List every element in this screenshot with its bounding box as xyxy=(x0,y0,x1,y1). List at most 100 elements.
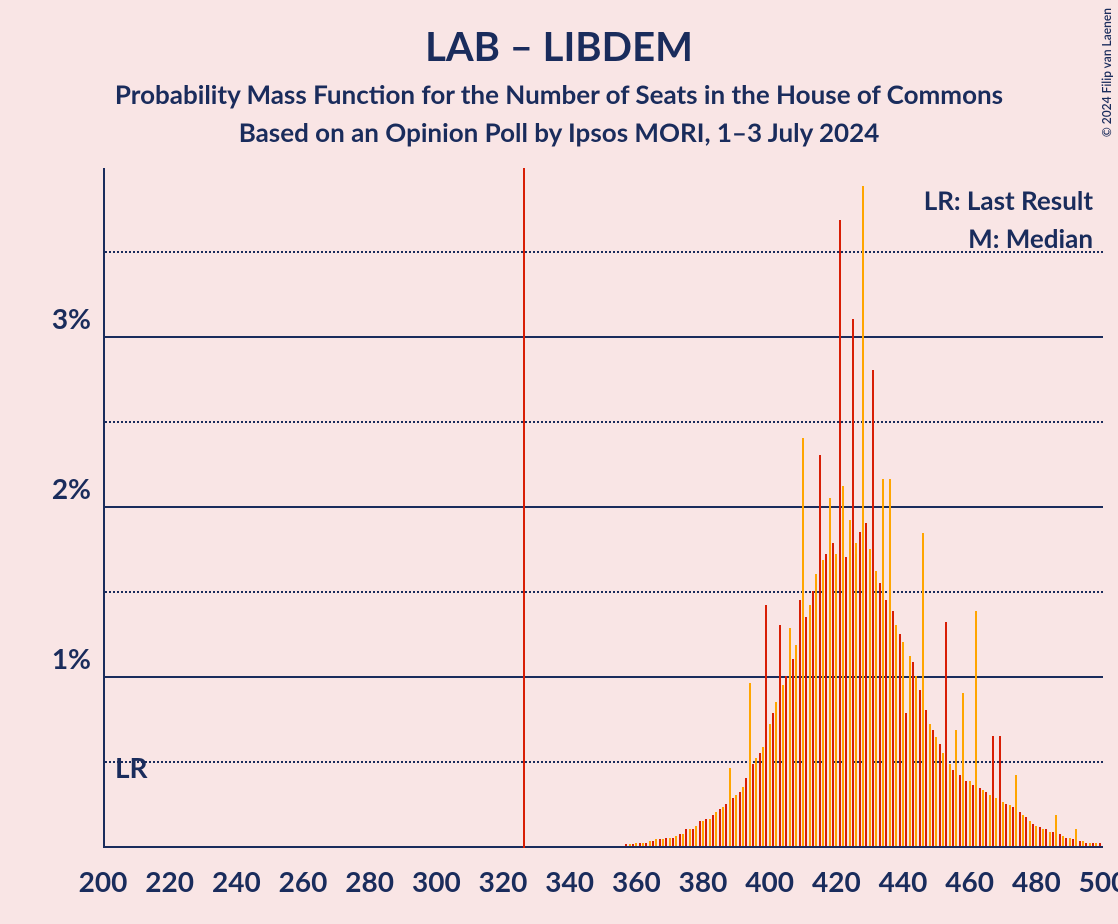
pmf-bar xyxy=(719,809,721,846)
pmf-bar xyxy=(922,533,924,846)
pmf-bar xyxy=(1069,838,1071,847)
legend-lr: LR: Last Result xyxy=(924,184,1093,216)
pmf-bar xyxy=(625,844,627,846)
pmf-bar xyxy=(699,821,701,847)
y-axis xyxy=(103,168,105,848)
pmf-bar xyxy=(659,839,661,846)
pmf-bar xyxy=(635,843,637,846)
pmf-bar xyxy=(1015,775,1017,846)
pmf-bar xyxy=(685,829,687,846)
pmf-bar xyxy=(819,455,821,846)
pmf-bar xyxy=(725,804,727,847)
grid-minor xyxy=(105,421,1103,423)
x-tick-label: 240 xyxy=(212,864,261,898)
pmf-bar xyxy=(702,821,704,847)
x-tick-label: 420 xyxy=(812,864,861,898)
pmf-bar xyxy=(992,736,994,847)
pmf-bar xyxy=(789,628,791,846)
pmf-bar xyxy=(932,730,934,846)
pmf-bar xyxy=(775,702,777,847)
pmf-bar xyxy=(1085,843,1087,846)
x-tick-label: 200 xyxy=(79,864,128,898)
pmf-bar xyxy=(779,625,781,846)
lr-marker-label: LR xyxy=(115,750,148,784)
x-tick-label: 460 xyxy=(945,864,994,898)
pmf-bar xyxy=(1009,805,1011,846)
pmf-bar xyxy=(972,785,974,846)
pmf-bar xyxy=(832,543,834,846)
pmf-bar xyxy=(705,819,707,846)
pmf-bar xyxy=(682,834,684,846)
pmf-bar xyxy=(765,605,767,846)
pmf-bar xyxy=(855,543,857,846)
pmf-bar xyxy=(792,659,794,846)
pmf-bar xyxy=(709,819,711,846)
x-tick-label: 320 xyxy=(479,864,528,898)
pmf-bar xyxy=(1065,838,1067,847)
pmf-bar xyxy=(889,479,891,846)
pmf-bar xyxy=(979,788,981,846)
pmf-bar xyxy=(799,600,801,847)
pmf-bar xyxy=(939,744,941,846)
y-tick-label: 3% xyxy=(52,301,91,335)
grid-minor xyxy=(105,591,1103,593)
pmf-bar xyxy=(1082,841,1084,846)
pmf-bar xyxy=(825,554,827,846)
pmf-bar xyxy=(845,557,847,846)
pmf-bar xyxy=(1049,832,1051,846)
pmf-bar xyxy=(1025,817,1027,846)
pmf-bar xyxy=(942,753,944,847)
pmf-bar xyxy=(1005,804,1007,847)
pmf-bar xyxy=(1092,843,1094,846)
pmf-bar xyxy=(1022,815,1024,846)
pmf-bar xyxy=(692,829,694,846)
pmf-bar xyxy=(892,611,894,846)
pmf-bar xyxy=(749,683,751,846)
y-tick-label: 2% xyxy=(52,471,91,505)
pmf-bar xyxy=(655,839,657,846)
pmf-bar xyxy=(962,693,964,846)
pmf-bar xyxy=(1059,834,1061,846)
pmf-bar xyxy=(909,656,911,846)
pmf-bar xyxy=(815,574,817,846)
pmf-bar xyxy=(1052,832,1054,846)
pmf-bar xyxy=(739,792,741,846)
pmf-bar xyxy=(872,370,874,846)
x-axis xyxy=(103,846,1103,848)
pmf-bar xyxy=(782,685,784,847)
pmf-bar xyxy=(712,815,714,846)
pmf-bar xyxy=(1042,829,1044,846)
pmf-bar xyxy=(862,186,864,846)
pmf-bar xyxy=(1095,843,1097,846)
pmf-bar xyxy=(949,764,951,846)
pmf-bar xyxy=(985,792,987,846)
pmf-bar xyxy=(945,622,947,846)
pmf-bar xyxy=(729,768,731,846)
pmf-bar xyxy=(672,838,674,847)
pmf-bar xyxy=(1045,829,1047,846)
pmf-bar xyxy=(809,605,811,846)
pmf-bar xyxy=(755,758,757,846)
pmf-bar xyxy=(959,775,961,846)
pmf-bar xyxy=(1039,827,1041,846)
pmf-bar xyxy=(925,710,927,846)
pmf-chart: LAB – LIBDEM Probability Mass Function f… xyxy=(0,0,1118,924)
pmf-bar xyxy=(715,812,717,846)
plot-area: 1%2%3% 200220240260280300320340360380400… xyxy=(103,168,1103,848)
pmf-bar xyxy=(835,554,837,846)
pmf-bar xyxy=(875,571,877,846)
pmf-bar xyxy=(1099,843,1101,846)
pmf-bar xyxy=(722,807,724,846)
pmf-bar xyxy=(795,645,797,846)
pmf-bar xyxy=(1055,815,1057,846)
pmf-bar xyxy=(955,730,957,846)
pmf-bar xyxy=(982,790,984,846)
pmf-bar xyxy=(752,764,754,846)
pmf-bar xyxy=(689,829,691,846)
pmf-bar xyxy=(829,498,831,847)
pmf-bar xyxy=(785,676,787,846)
pmf-bar xyxy=(915,676,917,846)
pmf-bar xyxy=(852,319,854,846)
x-tick-label: 500 xyxy=(1079,864,1118,898)
pmf-bar xyxy=(919,690,921,846)
